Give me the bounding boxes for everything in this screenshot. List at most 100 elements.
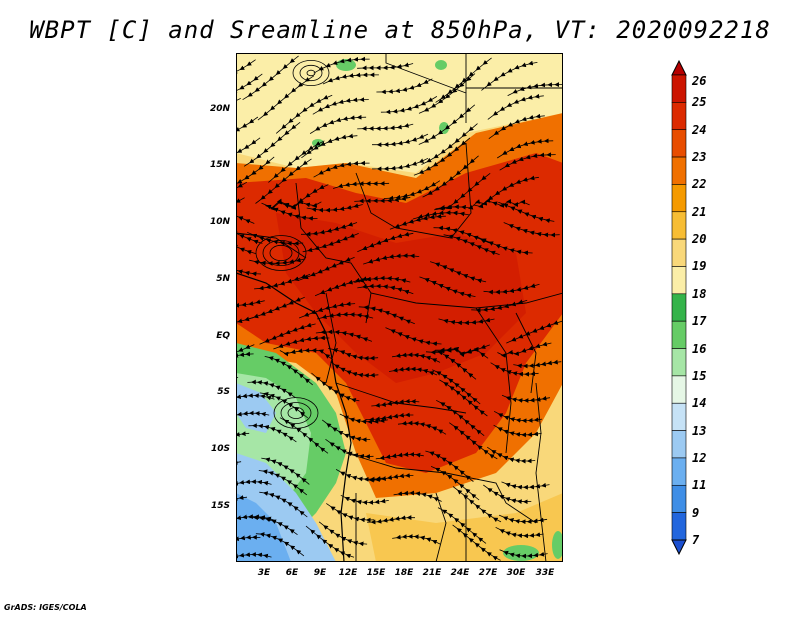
streamline-eddy: [280, 402, 312, 424]
streamline: [482, 175, 539, 205]
streamline: [259, 391, 309, 419]
streamlines: [236, 55, 563, 562]
streamline-eddy: [292, 59, 330, 87]
streamline: [486, 446, 536, 464]
colorbar-level-21: 21: [692, 204, 707, 219]
colorbar-level-17: 17: [692, 314, 707, 329]
streamline: [471, 299, 528, 313]
streamline: [313, 160, 370, 178]
streamline: [309, 114, 367, 134]
lon-label-24e: 24E: [450, 568, 470, 578]
streamline: [503, 222, 560, 238]
streamline: [493, 410, 543, 424]
grads-credit: GrADS: IGES/COLA: [4, 603, 87, 612]
streamline: [298, 256, 355, 281]
streamline: [397, 420, 447, 435]
colorbar-swatch: [671, 320, 687, 349]
streamline: [429, 261, 487, 284]
streamline: [249, 515, 298, 536]
streamline: [264, 356, 313, 386]
streamline: [372, 133, 429, 148]
streamline: [236, 233, 256, 255]
streamline-eddy: [287, 406, 305, 419]
colorbar-swatch: [671, 102, 687, 131]
streamline: [330, 361, 379, 378]
streamline: [372, 157, 429, 172]
colorbar-swatch: [671, 293, 687, 322]
streamline: [248, 296, 305, 320]
streamline: [321, 419, 371, 443]
colorbar-swatch: [671, 457, 687, 486]
colorbar-swatch: [671, 348, 687, 377]
colorbar-swatch: [671, 238, 687, 267]
streamline: [419, 276, 476, 299]
colorbar-swatch: [671, 211, 687, 240]
colorbar-swatch: [671, 512, 687, 541]
streamline: [498, 201, 555, 224]
lon-label-21e: 21E: [422, 568, 442, 578]
streamline: [495, 526, 544, 539]
colorbar-swatch: [671, 484, 687, 513]
streamline: [481, 60, 538, 91]
colorbar-swatch: [671, 430, 687, 459]
streamline: [476, 236, 533, 256]
streamline: [236, 431, 250, 441]
streamline: [357, 123, 414, 131]
streamline: [412, 210, 470, 220]
colorbar-level-26: 26: [692, 74, 707, 88]
lat-label-10s: 10S: [210, 444, 230, 454]
shaded-field: [236, 53, 563, 562]
streamline: [326, 503, 375, 523]
colorbar-level-16: 16: [692, 341, 707, 356]
lon-label-12e: 12E: [338, 568, 358, 578]
streamline-eddy: [269, 244, 293, 262]
streamline: [375, 452, 424, 461]
streamline: [255, 532, 305, 557]
streamline: [365, 473, 414, 483]
streamline: [236, 344, 255, 359]
colorbar-level-11: 11: [692, 478, 707, 493]
lat-label-5s: 5S: [217, 387, 230, 397]
streamline: [506, 320, 563, 344]
lat-label-eq: EQ: [216, 331, 230, 341]
streamline-eddy: [273, 397, 319, 429]
colorbar-level-9: 9: [692, 505, 700, 520]
colorbar-level-20: 20: [692, 232, 707, 247]
streamline: [501, 481, 550, 490]
streamline: [254, 273, 311, 291]
streamline: [249, 257, 306, 266]
streamline: [236, 137, 261, 163]
colorbar-level-18: 18: [692, 286, 707, 301]
lat-label-10n: 10N: [209, 217, 230, 227]
streamline: [312, 97, 369, 115]
map-title: WBPT [C] and Sreamline at 850hPa, VT: 20…: [29, 16, 771, 44]
streamline: [452, 524, 501, 561]
colorbar-level-14: 14: [692, 396, 707, 411]
colorbar-level-23: 23: [692, 150, 707, 165]
streamline: [261, 202, 318, 221]
colorbar-level-12: 12: [692, 450, 707, 465]
streamline: [236, 181, 248, 200]
streamline: [357, 62, 414, 71]
wbpt-field-map: [236, 53, 563, 562]
lon-label-3e: 3E: [257, 568, 271, 578]
streamline: [301, 133, 358, 159]
colorbar-swatch: [671, 184, 687, 213]
streamline: [340, 494, 389, 505]
streamline: [507, 82, 563, 97]
colorbar-level-15: 15: [692, 368, 707, 383]
streamline: [493, 424, 542, 438]
streamline: [487, 93, 544, 120]
streamline: [385, 327, 442, 347]
streamline: [273, 335, 330, 350]
streamline: [393, 490, 442, 502]
streamline: [365, 412, 414, 422]
streamline: [259, 322, 316, 345]
streamline: [473, 198, 530, 209]
streamline: [236, 206, 255, 224]
streamline: [236, 116, 259, 141]
streamline: [380, 96, 438, 115]
colorbar-level-25: 25: [692, 95, 707, 110]
streamline: [306, 203, 363, 213]
streamline: [488, 113, 545, 140]
